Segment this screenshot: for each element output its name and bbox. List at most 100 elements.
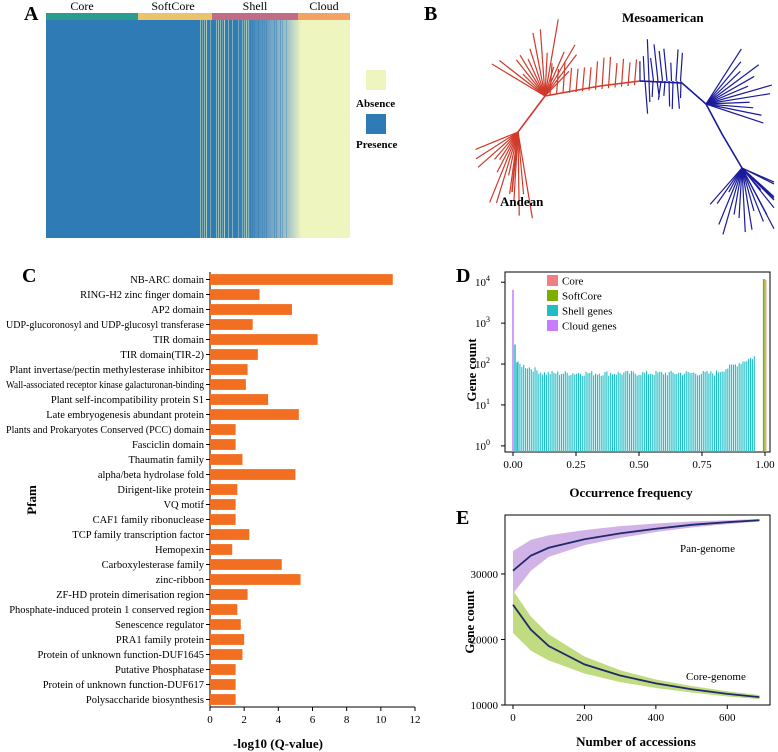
heatmap-stripe (280, 20, 281, 238)
heatmap-stripe (202, 20, 203, 238)
heatmap-stripe (206, 20, 207, 238)
chart-d-ylabel: Gene count (464, 338, 479, 402)
heatmap-group-bar-core (46, 13, 138, 20)
chart-c-bar (210, 334, 318, 345)
panel-a: A Core SoftCore Shell Cloud Absence Pres… (24, 0, 397, 238)
panel-c: C NB-ARC domain RING-H2 zinc finger domai… (6, 265, 421, 751)
tree-branch-andean (517, 131, 525, 195)
chart-c-category-label: Plant invertase/pectin methylesterase in… (10, 365, 205, 376)
heatmap-group-bar-cloud (298, 13, 350, 20)
tree-branch-mesoamerican (716, 167, 743, 204)
chart-e-xtick-label: 400 (648, 712, 665, 724)
chart-c-bar (210, 409, 299, 420)
tree-branch-mesoamerican (738, 167, 743, 219)
chart-e-ytick-label: 30000 (471, 569, 499, 581)
heatmap-body (46, 20, 350, 238)
pan-genome-label: Pan-genome (680, 543, 735, 555)
chart-c-category-label: Plants and Prokaryotes Conserved (PCC) d… (6, 425, 205, 436)
tree-branch-mesoamerican (741, 167, 746, 233)
chart-c-bar (210, 619, 241, 630)
chart-d-xtick-label: 0.50 (629, 459, 649, 471)
chart-c-bar (210, 439, 236, 450)
chart-c-xtick-label: 8 (344, 714, 350, 726)
tree-branch-mesoamerican (741, 167, 764, 222)
chart-c-bar (210, 679, 236, 690)
heatmap-stripe (216, 20, 217, 238)
chart-c-category-label: Late embryogenesis abundant protein (46, 410, 204, 421)
tree-branch-andean (544, 66, 555, 97)
chart-c-bar (210, 319, 253, 330)
tree-branch-mesoamerican (705, 103, 754, 109)
chart-c-bar (210, 424, 236, 435)
heatmap-stripes (200, 20, 287, 238)
chart-c-bar (210, 664, 236, 675)
tree-branch-andean (496, 131, 519, 173)
tree-branch-andean (594, 61, 599, 90)
chart-d-xtick-label: 0.00 (503, 459, 523, 471)
chart-d-ytick-exponent: 2 (486, 356, 490, 365)
tree-branch-mesoamerican (705, 93, 771, 105)
tree-branch-andean (477, 131, 519, 168)
chart-d-ytick-exponent: 1 (486, 397, 490, 406)
chart-c-bar (210, 364, 248, 375)
chart-d-ytick-exponent: 0 (486, 438, 490, 447)
legend-swatch-presence (366, 114, 386, 134)
chart-c-category-label: alpha/beta hydrolase fold (98, 470, 205, 481)
chart-c-bar (210, 544, 233, 555)
heatmap-stripe (286, 20, 287, 238)
tree-branch-mesoamerican (679, 52, 684, 82)
chart-c-category-label: PRA1 family protein (116, 635, 205, 646)
chart-d-xtick-label: 0.25 (566, 459, 586, 471)
chart-c-xtick-label: 2 (241, 714, 247, 726)
heatmap-stripe (262, 20, 263, 238)
pfam-bar-chart: NB-ARC domain RING-H2 zinc finger domain A… (6, 272, 421, 726)
chart-e-xtick-label: 200 (576, 712, 593, 724)
heatmap-group-label-core: Core (70, 0, 93, 13)
chart-c-bar (210, 559, 282, 570)
chart-c-category-label: Senescence regulator (115, 620, 204, 631)
tree-branch-andean (549, 63, 553, 96)
chart-c-bar (210, 499, 236, 510)
chart-c-ylabel: Pfam (24, 485, 39, 515)
heatmap-stripe (258, 20, 259, 238)
tree-branch-andean (517, 131, 533, 219)
tree-backbone-andean (544, 80, 683, 97)
chart-c-category-label: TIR domain(TIR-2) (120, 350, 204, 361)
heatmap-stripe (228, 20, 229, 238)
heatmap-stripe (264, 20, 265, 238)
chart-c-bar (210, 349, 258, 360)
chart-c-category-label: NB-ARC domain (130, 275, 205, 286)
chart-c-bar (210, 469, 296, 480)
tree-branch-andean (499, 131, 519, 160)
tree-branch-andean (509, 131, 519, 194)
heatmap-stripe (242, 20, 243, 238)
chart-c-bar (210, 604, 238, 615)
chart-d-legend-swatch (547, 320, 558, 331)
tree-branch-mesoamerican (653, 44, 659, 82)
heatmap-stripe (250, 20, 251, 238)
tree-branch-andean (575, 68, 579, 93)
chart-d-xlabel: Occurrence frequency (569, 485, 693, 500)
tree-branch-mesoamerican (644, 80, 649, 114)
panel-a-label: A (24, 3, 39, 25)
tree-branch-andean (614, 62, 618, 88)
tree-branch-mesoamerican (668, 80, 671, 107)
chart-d-legend-label: Cloud genes (562, 321, 617, 333)
tree-branch-mesoamerican (670, 62, 673, 82)
heatmap-stripe (254, 20, 255, 238)
tree-branch-andean (515, 59, 546, 97)
heatmap-stripe (248, 20, 249, 238)
chart-c-category-label: Carboxylesterase family (102, 560, 205, 571)
heatmap-group-label-shell: Shell (243, 0, 268, 13)
chart-d-ytick-exponent: 3 (486, 315, 490, 324)
chart-c-xtick-label: 12 (410, 714, 421, 726)
legend-label-presence: Presence (356, 139, 397, 151)
panel-b-label: B (424, 3, 437, 25)
chart-c-category-label: VQ motif (163, 500, 204, 511)
chart-c-bar (210, 274, 393, 285)
heatmap-group-label-softcore: SoftCore (151, 0, 194, 13)
chart-c-bar (210, 379, 246, 390)
chart-e-xlabel: Number of accessions (576, 734, 696, 749)
